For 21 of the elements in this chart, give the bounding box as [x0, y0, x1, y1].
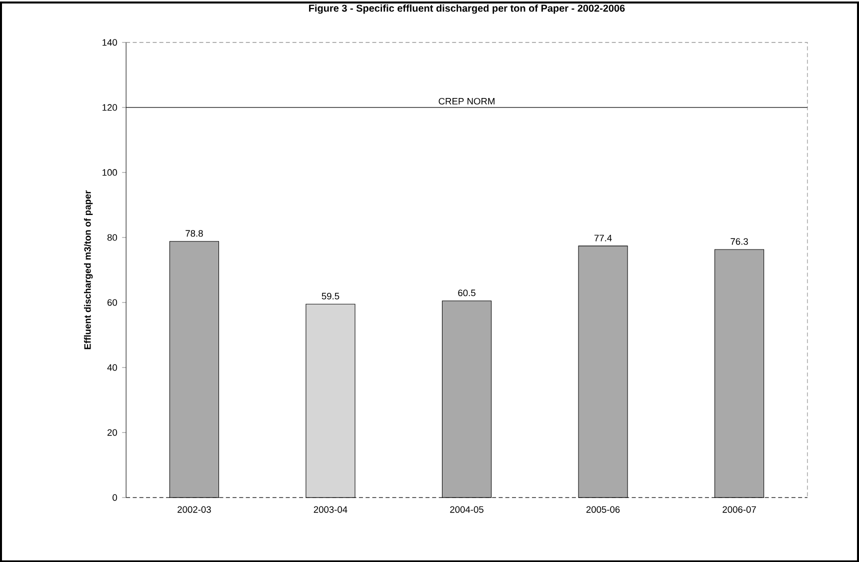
- x-tick-label: 2005-06: [586, 506, 620, 513]
- data-label: 76.3: [730, 238, 748, 245]
- x-tick-label: 2004-05: [450, 506, 484, 513]
- y-tick-label: 80: [107, 234, 118, 241]
- x-tick-label: 2006-07: [722, 506, 756, 513]
- y-tick-label: 140: [102, 38, 118, 46]
- data-label: 78.8: [186, 230, 203, 236]
- y-tick-label: 20: [107, 429, 118, 436]
- ref-line-label: CREP NORM: [438, 98, 494, 104]
- data-label: 60.5: [458, 289, 476, 296]
- y-tick-label: 40: [107, 364, 118, 371]
- x-tick-label: 2002-03: [178, 506, 211, 513]
- y-tick-label: 60: [108, 299, 118, 306]
- y-tick-label: 120: [102, 104, 118, 111]
- y-tick-label: 0: [112, 494, 118, 501]
- data-label: 77.4: [594, 234, 612, 242]
- data-label: 59.5: [322, 292, 340, 300]
- chart-title: Figure 3 - Specific effluent discharged per ton of Paper - 2002-2006: [309, 4, 625, 14]
- x-tick-label: 2003-04: [314, 506, 348, 513]
- y-tick-label: 100: [102, 168, 118, 176]
- y-axis-title: Effluent discharged m3/ton of paper: [84, 190, 93, 349]
